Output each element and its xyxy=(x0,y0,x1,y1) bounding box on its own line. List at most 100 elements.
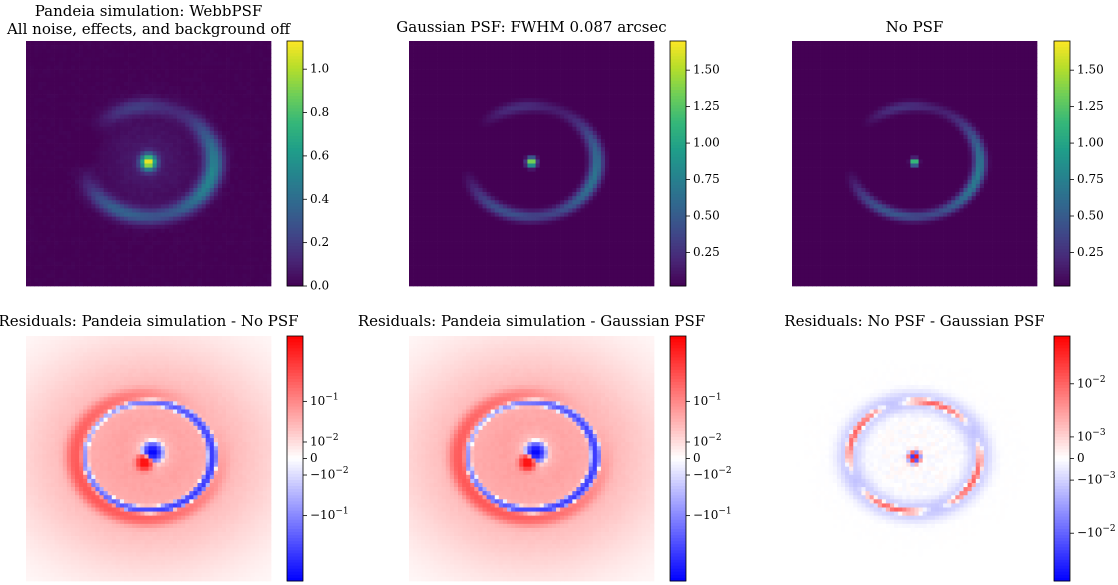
pixel xyxy=(62,106,68,111)
pixel xyxy=(482,118,487,124)
pixel xyxy=(54,151,60,156)
pixel xyxy=(132,147,137,152)
pixel xyxy=(42,134,47,140)
pixel xyxy=(592,81,598,87)
pixel xyxy=(42,200,47,205)
pixel xyxy=(50,281,55,287)
pixel xyxy=(156,77,162,83)
pixel xyxy=(173,118,178,124)
pixel xyxy=(168,118,174,124)
colorbar-segment xyxy=(287,249,303,253)
pixel xyxy=(103,147,109,152)
pixel xyxy=(209,94,215,99)
colorbar-segment xyxy=(287,102,303,106)
pixel xyxy=(417,65,422,70)
pixel xyxy=(50,228,55,234)
pixel xyxy=(470,81,475,87)
pixel xyxy=(189,122,194,128)
pixel xyxy=(140,69,145,75)
pixel xyxy=(136,49,141,54)
pixel xyxy=(201,155,207,160)
pixel xyxy=(124,65,129,70)
pixel xyxy=(409,73,414,79)
pixel xyxy=(107,277,113,283)
pixel xyxy=(156,90,162,95)
pixel xyxy=(458,61,463,66)
pixel xyxy=(262,212,268,217)
pixel xyxy=(115,61,121,66)
pixel xyxy=(600,90,606,95)
pixel xyxy=(156,200,162,205)
pixel xyxy=(119,281,125,287)
pixel xyxy=(58,61,64,66)
pixel xyxy=(230,73,235,79)
pixel xyxy=(222,90,227,95)
pixel xyxy=(637,69,643,75)
pixel xyxy=(511,73,516,79)
pixel xyxy=(474,118,479,124)
pixel xyxy=(87,110,92,115)
pixel xyxy=(502,45,508,50)
pixel xyxy=(111,245,117,250)
panel-2: Gaussian PSF: FWHM 0.087 arcsec0.250.500… xyxy=(396,18,720,287)
pixel xyxy=(62,179,68,185)
pixel xyxy=(576,69,581,75)
pixel xyxy=(262,253,268,258)
pixel xyxy=(58,269,64,275)
pixel xyxy=(42,167,47,173)
pixel xyxy=(205,245,211,250)
pixel xyxy=(494,69,500,75)
pixel xyxy=(87,134,92,140)
pixel xyxy=(185,261,190,266)
pixel xyxy=(515,69,520,75)
pixel xyxy=(115,41,121,46)
pixel xyxy=(177,183,182,189)
pixel xyxy=(119,49,125,54)
pixel xyxy=(58,106,64,111)
pixel xyxy=(197,110,202,115)
pixel xyxy=(58,81,64,87)
pixel xyxy=(119,220,125,226)
pixel xyxy=(254,57,260,62)
pixel xyxy=(103,204,109,209)
pixel xyxy=(580,53,585,58)
pixel xyxy=(144,77,149,83)
pixel xyxy=(75,159,80,164)
pixel xyxy=(87,277,92,283)
pixel xyxy=(197,57,202,62)
pixel xyxy=(193,159,198,164)
pixel xyxy=(107,85,113,91)
pixel xyxy=(201,261,207,266)
pixel xyxy=(95,61,100,66)
pixel xyxy=(596,53,602,58)
pixel xyxy=(250,126,256,132)
pixel xyxy=(213,114,219,119)
pixel xyxy=(128,49,133,54)
pixel xyxy=(54,269,60,275)
pixel xyxy=(478,102,483,107)
pixel xyxy=(46,204,51,209)
pixel xyxy=(197,90,202,95)
pixel xyxy=(490,81,496,87)
pixel xyxy=(136,237,141,242)
pixel xyxy=(119,102,125,107)
pixel xyxy=(449,126,455,132)
pixel xyxy=(156,216,162,222)
pixel xyxy=(156,220,162,226)
pixel xyxy=(254,155,260,160)
pixel xyxy=(148,110,153,115)
pixel xyxy=(453,126,459,132)
pixel xyxy=(173,179,178,185)
pixel xyxy=(254,45,260,50)
pixel xyxy=(177,179,182,185)
pixel xyxy=(242,110,247,115)
pixel xyxy=(217,200,223,205)
pixel xyxy=(507,114,512,119)
pixel xyxy=(30,151,35,156)
colorbar-segment xyxy=(287,270,303,275)
colorbar-segment xyxy=(287,163,303,167)
pixel xyxy=(511,65,516,70)
pixel xyxy=(498,126,504,132)
pixel xyxy=(197,126,202,132)
pixel xyxy=(523,85,528,91)
